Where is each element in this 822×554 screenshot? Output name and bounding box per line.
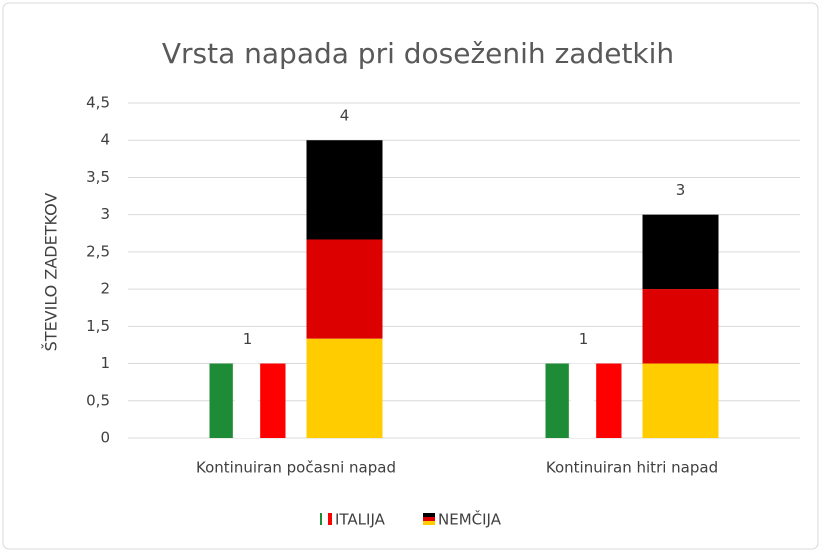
- bar: [209, 363, 286, 438]
- legend-label: NEMČIJA: [438, 510, 502, 529]
- legend-icon: [423, 513, 435, 525]
- legend-icon: [320, 513, 332, 525]
- y-tick-label: 3: [100, 205, 110, 223]
- y-axis-label: ŠTEVILO ZADETKOV: [42, 193, 61, 352]
- bar: [642, 214, 719, 438]
- x-tick-label: Kontinuiran hitri napad: [546, 459, 718, 477]
- bar: [306, 140, 383, 438]
- y-tick-label: 3,5: [86, 168, 110, 186]
- y-tick-label: 1: [100, 354, 110, 372]
- y-tick-label: 4,5: [86, 94, 110, 112]
- data-label: 1: [243, 330, 253, 348]
- stripe: [642, 363, 719, 438]
- bar: [545, 363, 622, 438]
- stripe: [545, 363, 569, 438]
- stripe: [570, 363, 595, 438]
- y-tick-label: 2: [100, 280, 110, 298]
- data-label: 3: [676, 181, 686, 199]
- stripe: [324, 513, 326, 525]
- stripe: [306, 140, 383, 240]
- data-label: 1: [579, 330, 589, 348]
- x-tick-label: Kontinuiran počasni napad: [196, 459, 396, 477]
- stripe: [642, 289, 719, 364]
- y-tick-label: 2,5: [86, 242, 110, 260]
- y-tick-label: 1,5: [86, 317, 110, 335]
- y-tick-label: 4: [100, 131, 110, 149]
- legend-label: ITALIJA: [335, 511, 386, 529]
- y-tick-label: 0: [100, 429, 110, 447]
- stripe: [306, 239, 383, 339]
- y-tick-label: 0,5: [86, 391, 110, 409]
- stripe: [596, 363, 622, 438]
- data-label: 4: [340, 107, 350, 125]
- chart-title: Vrsta napada pri doseženih zadetkih: [162, 37, 674, 70]
- stripe: [260, 363, 286, 438]
- stripe: [423, 513, 435, 517]
- stripe: [234, 363, 259, 438]
- stripe: [209, 363, 233, 438]
- stripe: [320, 513, 322, 525]
- stripe: [642, 214, 719, 290]
- stripe: [328, 513, 332, 525]
- stripe: [423, 517, 435, 521]
- stripe: [306, 338, 383, 438]
- stripe: [423, 521, 435, 525]
